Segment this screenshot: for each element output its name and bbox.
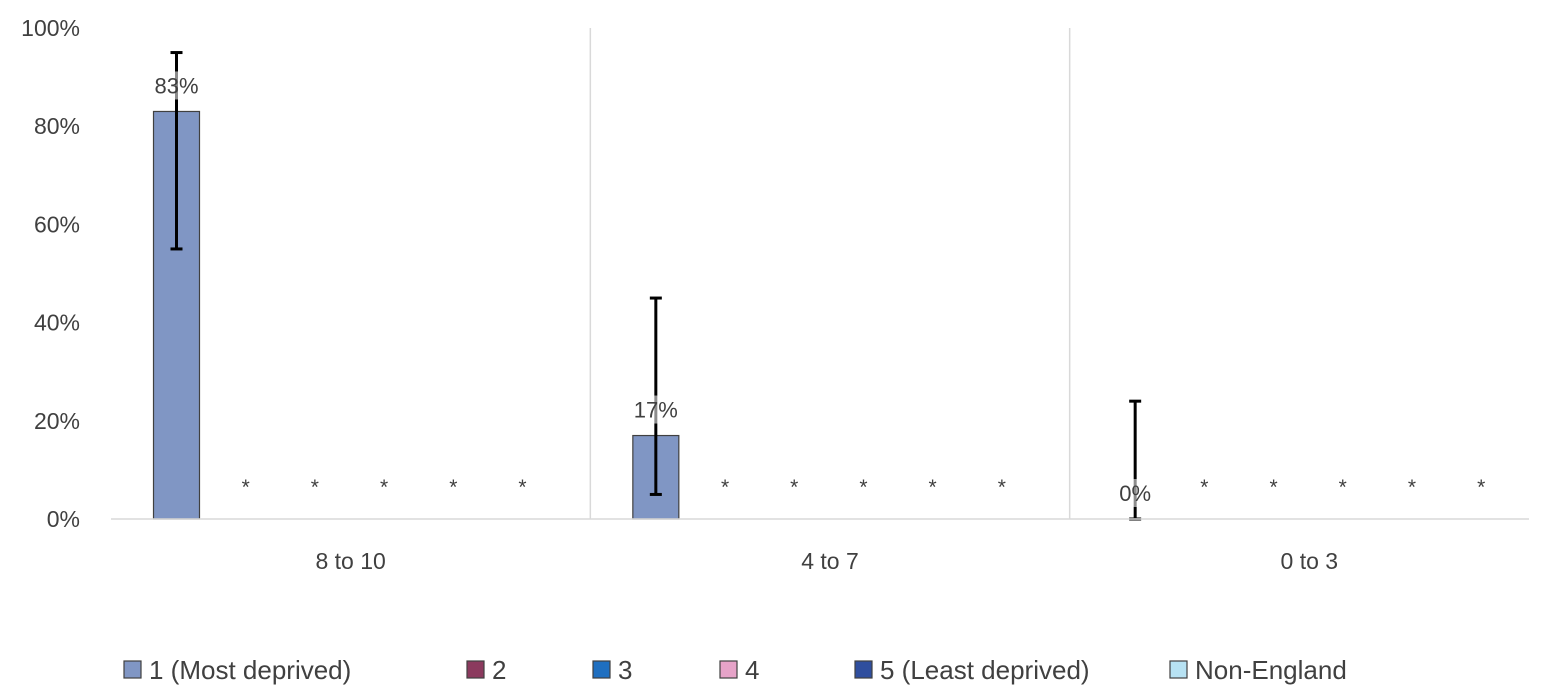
legend-swatch (854, 660, 873, 679)
suppressed-label: * (380, 476, 388, 499)
legend-label: 3 (618, 655, 632, 685)
data-labels: 83% 17% 0% * * * * * * * * * * * * * * * (154, 71, 1485, 507)
data-label: 0% (1119, 481, 1151, 506)
y-tick-label: 80% (34, 113, 80, 139)
data-label-bg (635, 395, 676, 424)
suppressed-label: * (518, 476, 526, 499)
legend-swatch (719, 660, 738, 679)
suppressed-label: * (721, 476, 729, 499)
suppressed-label: * (1269, 476, 1277, 499)
data-label-bg (1121, 479, 1150, 507)
y-tick-label: 0% (47, 506, 80, 532)
suppressed-label: * (1200, 476, 1208, 499)
suppressed-label: * (790, 476, 798, 499)
data-label: 17% (634, 398, 678, 423)
suppressed-label: * (311, 476, 319, 499)
x-axis: 8 to 10 4 to 7 0 to 3 (315, 548, 1338, 574)
y-tick-label: 60% (34, 211, 80, 237)
y-tick-label: 40% (34, 310, 80, 336)
suppressed-label: * (1477, 476, 1485, 499)
legend-swatch (1169, 660, 1188, 679)
data-label: 83% (154, 73, 198, 98)
suppressed-label: * (1408, 476, 1416, 499)
suppressed-label: * (1339, 476, 1347, 499)
legend: 1 (Most deprived) 2 3 4 5 (Least deprived) No… (123, 655, 1347, 685)
data-label-bg (156, 71, 197, 100)
legend-label: 1 (Most deprived) (149, 655, 351, 685)
category-label: 8 to 10 (315, 548, 385, 574)
y-tick-label: 100% (21, 15, 80, 41)
y-axis: 0% 20% 40% 60% 80% 100% (21, 15, 80, 532)
error-bars (170, 51, 1142, 521)
y-tick-label: 20% (34, 408, 80, 434)
legend-label: Non-England (1195, 655, 1347, 685)
legend-swatch (123, 660, 142, 679)
legend-label: 4 (745, 655, 759, 685)
legend-swatch (466, 660, 485, 679)
suppressed-label: * (242, 476, 250, 499)
category-label: 4 to 7 (801, 548, 859, 574)
bars (152, 110, 680, 520)
suppressed-label: * (859, 476, 867, 499)
suppressed-label: * (449, 476, 457, 499)
category-separators (589, 28, 1071, 519)
category-label: 0 to 3 (1281, 548, 1339, 574)
suppressed-label: * (929, 476, 937, 499)
legend-label: 2 (492, 655, 506, 685)
suppressed-label: * (998, 476, 1006, 499)
legend-swatch (592, 660, 611, 679)
legend-label: 5 (Least deprived) (880, 655, 1090, 685)
